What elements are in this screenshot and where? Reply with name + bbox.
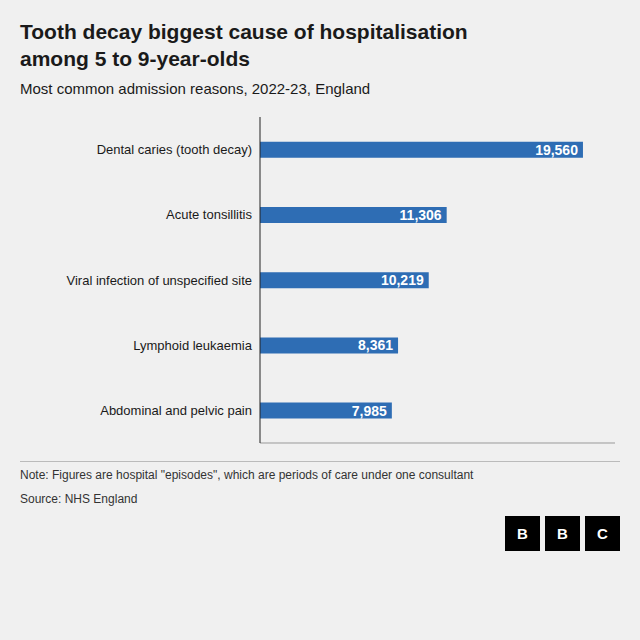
svg-text:Abdominal and pelvic pain: Abdominal and pelvic pain [100,403,252,418]
html-text:Note: Figures are hospital "ep: Note: Figures are hospital "episodes", w… [20,468,474,482]
html-text:Most common admission reasons,: Most common admission reasons, 2022-23, … [20,80,371,97]
svg-text:11,306: 11,306 [400,207,442,223]
svg-text:8,361: 8,361 [358,337,393,353]
html-text:Source: NHS England: Source: NHS England [20,492,138,506]
svg-text:Dental caries (tooth decay): Dental caries (tooth decay) [97,142,252,157]
svg-text:7,985: 7,985 [352,403,387,419]
svg-text:Acute tonsillitis: Acute tonsillitis [166,207,252,222]
html-text:B: B [517,525,528,542]
svg-text:Lymphoid leukaemia: Lymphoid leukaemia [133,338,253,353]
svg-text:Viral infection of unspecified: Viral infection of unspecified site [67,273,252,288]
html-text:C: C [597,525,608,542]
html-text:among 5 to 9-year-olds: among 5 to 9-year-olds [20,47,250,70]
html-text:B: B [557,525,568,542]
svg-text:10,219: 10,219 [381,272,424,288]
svg-text:19,560: 19,560 [535,142,578,158]
html-text:Tooth decay biggest cause of h: Tooth decay biggest cause of hospitalisa… [20,20,468,43]
